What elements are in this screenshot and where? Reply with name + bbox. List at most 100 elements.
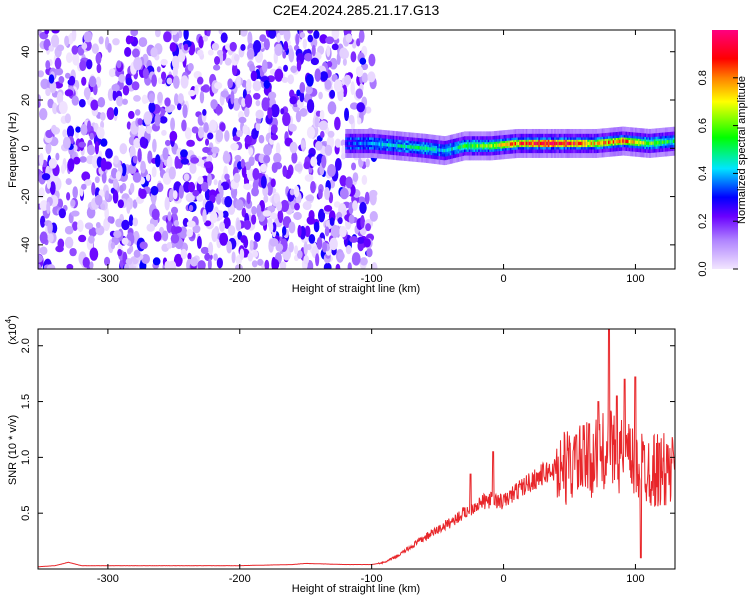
- noise-blob: [227, 225, 236, 236]
- noise-blob: [176, 103, 182, 111]
- noise-blob: [77, 219, 84, 232]
- noise-blob: [297, 224, 302, 238]
- noise-blob: [293, 185, 300, 198]
- noise-blob: [339, 187, 349, 200]
- noise-blob: [314, 116, 319, 128]
- band-cell: [617, 139, 620, 144]
- noise-blob: [113, 106, 119, 117]
- noise-blob: [45, 141, 52, 155]
- snr-series-line: [38, 329, 675, 568]
- band-cell: [592, 141, 595, 146]
- band-cell: [638, 140, 641, 145]
- noise-blob: [119, 184, 124, 194]
- noise-blob: [150, 185, 159, 196]
- noise-blob: [47, 221, 53, 235]
- band-cell: [449, 147, 452, 152]
- noise-blob: [197, 49, 204, 57]
- band-cell: [516, 141, 519, 146]
- band-cell: [373, 141, 376, 146]
- noise-blob: [54, 67, 64, 76]
- band-cell: [457, 145, 460, 150]
- x-ticks-bottom: -300 -200 -100 0 100: [97, 329, 645, 585]
- band-cell: [400, 144, 403, 148]
- band-cell: [513, 142, 516, 146]
- noise-blob: [255, 99, 261, 107]
- x-tick-label: 100: [626, 573, 644, 585]
- noise-blob: [71, 45, 79, 55]
- band-cell: [539, 141, 542, 146]
- noise-blob: [148, 102, 156, 113]
- noise-blob: [186, 220, 196, 228]
- noise-blob: [97, 97, 106, 108]
- noise-blob: [308, 234, 316, 244]
- noise-blob: [318, 91, 323, 100]
- band-cell: [389, 143, 392, 147]
- band-cell: [462, 144, 465, 148]
- noise-blob: [100, 138, 108, 147]
- noise-blob: [255, 122, 261, 131]
- band-cell: [370, 141, 373, 146]
- noise-blob: [307, 30, 314, 34]
- noise-blob: [184, 127, 192, 140]
- noise-blob: [338, 225, 347, 238]
- noise-blob: [269, 237, 279, 247]
- noise-blob: [187, 62, 194, 72]
- noise-blob: [78, 99, 86, 108]
- band-cell: [546, 141, 549, 146]
- noise-blob: [170, 233, 180, 244]
- noise-blob: [68, 75, 76, 86]
- noise-blob: [211, 42, 220, 51]
- noise-blob: [257, 258, 264, 266]
- noise-blob: [88, 227, 97, 237]
- noise-blob: [180, 248, 187, 260]
- noise-blob: [247, 252, 253, 262]
- band-cell: [350, 141, 353, 146]
- noise-blob: [141, 254, 151, 264]
- noise-blob: [262, 210, 272, 217]
- noise-blob: [337, 217, 343, 225]
- noise-blob: [71, 30, 77, 42]
- band-cell: [568, 141, 571, 146]
- noise-blob: [273, 152, 282, 164]
- noise-blob: [329, 237, 338, 251]
- noise-blob: [310, 57, 319, 66]
- band-cell: [424, 146, 427, 150]
- band-cell: [397, 144, 400, 148]
- noise-blob: [337, 252, 345, 261]
- band-cell: [520, 141, 523, 146]
- band-cell: [669, 139, 672, 144]
- noise-blob: [121, 237, 129, 246]
- noise-blob: [317, 208, 326, 223]
- noise-blob: [197, 260, 206, 269]
- noise-blob: [91, 182, 96, 196]
- band-cell: [555, 141, 558, 146]
- noise-blob: [268, 91, 277, 100]
- noise-blob: [209, 119, 217, 132]
- band-cell: [517, 141, 520, 146]
- band-cell: [506, 142, 509, 147]
- noise-blob: [163, 31, 172, 43]
- band-cell: [384, 142, 387, 147]
- noise-blob: [283, 64, 288, 72]
- noise-blob: [302, 38, 307, 49]
- noise-blob: [351, 252, 361, 266]
- noise-blob: [164, 196, 170, 211]
- noise-blob: [219, 122, 226, 132]
- noise-blob: [200, 246, 210, 254]
- y-axis-label-top: Frequency (Hz): [7, 112, 19, 188]
- chart-title: C2E4.2024.285.21.17.G13: [273, 2, 440, 18]
- noise-blob: [113, 155, 119, 165]
- noise-blob: [352, 200, 358, 211]
- noise-blob: [172, 75, 180, 89]
- noise-blob: [288, 48, 295, 63]
- noise-blob: [60, 164, 66, 174]
- noise-blob: [138, 188, 147, 200]
- noise-blob: [340, 139, 346, 147]
- noise-blob: [347, 262, 352, 269]
- band-cell: [446, 148, 449, 152]
- noise-blob: [157, 91, 163, 104]
- noise-blob: [143, 111, 153, 125]
- noise-blob: [122, 98, 128, 105]
- noise-blob: [364, 106, 372, 114]
- noise-blob: [268, 221, 274, 233]
